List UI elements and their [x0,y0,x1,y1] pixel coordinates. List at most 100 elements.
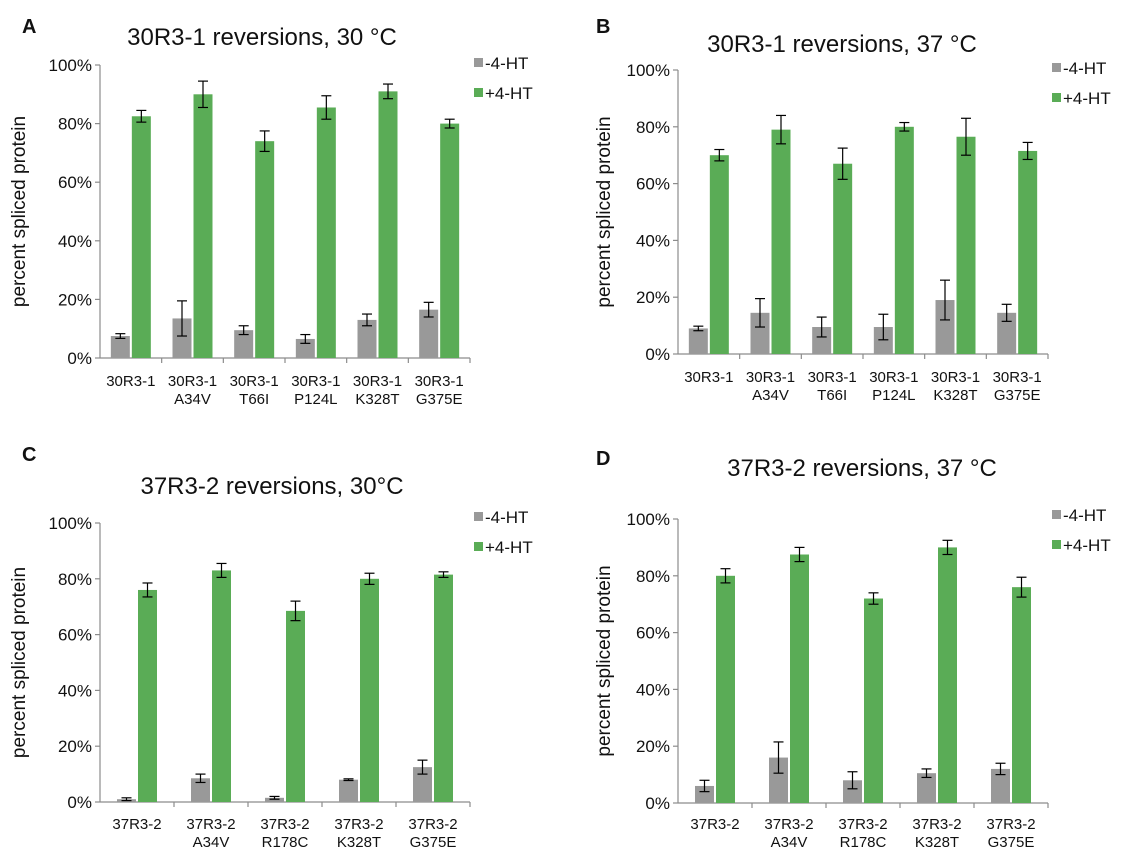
bar-plus-4ht [709,155,729,354]
bar-minus-4ht [769,757,788,803]
legend-swatch [1052,93,1061,102]
bar-plus-4ht [212,570,231,802]
bar-minus-4ht [750,312,770,354]
bar-plus-4ht [255,141,275,358]
x-tick-label: R178C [840,834,887,849]
bar-minus-4ht [935,300,955,354]
chart-panel-c: C 37R3-2 reversions, 30°C percent spliced … [9,444,533,849]
x-tick-label: 30R3-1 [684,369,733,386]
legend-label: +4-HT [1063,536,1111,555]
legend-swatch [474,542,483,551]
legend-label: -4-HT [1063,506,1106,525]
x-tick-label: K328T [355,391,399,408]
bar-minus-4ht [695,785,714,803]
bar-plus-4ht [771,129,791,354]
x-tick-label: 30R3-1 [291,373,340,390]
bar-minus-4ht [172,318,192,358]
x-tick-label: 30R3-1 [808,369,857,386]
bar-plus-4ht [316,107,336,358]
x-tick-label: 30R3-1 [746,369,795,386]
y-axis-label: percent spliced protein [594,565,615,756]
y-tick-label: 40% [636,680,670,699]
legend-label: -4-HT [485,54,528,73]
bar-minus-4ht [191,778,210,802]
bar-plus-4ht [138,589,157,802]
x-tick-label: A34V [193,834,230,849]
y-tick-label: 0% [67,793,92,812]
bar-plus-4ht [193,94,213,359]
y-tick-label: 40% [58,232,92,251]
x-tick-label: K328T [337,834,381,849]
bar-plus-4ht [286,610,305,802]
y-tick-label: 60% [58,173,92,192]
y-axis-label: percent spliced protein [9,567,30,758]
y-tick-label: 60% [58,626,92,645]
legend-label: +4-HT [485,538,533,557]
x-tick-label: 37R3-2 [764,816,813,833]
legend-swatch [474,88,483,97]
x-tick-label: T66I [239,391,269,408]
legend-swatch [1052,540,1061,549]
x-tick-label: P124L [872,387,915,404]
bar-plus-4ht [894,126,914,354]
x-tick-label: 37R3-2 [334,816,383,833]
y-tick-label: 20% [636,288,670,307]
bar-plus-4ht [434,574,453,802]
bar-plus-4ht [440,123,460,358]
bar-minus-4ht [110,336,130,358]
y-axis-label: percent spliced protein [9,116,30,307]
x-tick-label: 37R3-2 [838,816,887,833]
bar-plus-4ht [938,547,957,803]
x-tick-label: 37R3-2 [112,816,161,833]
bar-plus-4ht [956,136,976,354]
chart-panel-a: A 30R3-1 reversions, 30 °C percent spliced… [9,16,533,408]
x-tick-label: 37R3-2 [260,816,309,833]
x-tick-label: G375E [416,391,463,408]
x-tick-label: A34V [174,391,211,408]
bar-minus-4ht [419,309,439,358]
legend-label: +4-HT [485,84,533,103]
y-tick-label: 80% [58,570,92,589]
bar-minus-4ht [234,330,254,358]
chart-panel-b: B 30R3-1 reversions, 37 °C percent spliced… [594,16,1111,404]
y-tick-label: 20% [636,737,670,756]
x-tick-label: T66I [817,387,847,404]
chart-title: 37R3-2 reversions, 30°C [140,473,403,500]
bar-minus-4ht [688,328,708,354]
bar-plus-4ht [360,578,379,802]
panel-letter: D [596,448,610,470]
x-tick-label: G375E [994,387,1041,404]
y-tick-label: 60% [636,175,670,194]
y-tick-label: 40% [58,681,92,700]
x-tick-label: P124L [294,391,337,408]
y-tick-label: 80% [636,567,670,586]
x-tick-label: 37R3-2 [986,816,1035,833]
y-tick-label: 100% [627,61,670,80]
y-tick-label: 0% [67,349,92,368]
bar-minus-4ht [991,768,1010,803]
x-tick-label: A34V [771,834,808,849]
bar-minus-4ht [843,780,862,803]
x-tick-label: 37R3-2 [690,816,739,833]
x-tick-label: 30R3-1 [415,373,464,390]
panel-letter: B [596,16,610,38]
x-tick-label: G375E [410,834,457,849]
x-tick-label: 30R3-1 [230,373,279,390]
bar-plus-4ht [790,554,809,803]
bar-minus-4ht [265,797,284,802]
y-tick-label: 100% [627,510,670,529]
y-tick-label: 40% [636,231,670,250]
x-tick-label: 37R3-2 [186,816,235,833]
y-tick-label: 20% [58,290,92,309]
bar-plus-4ht [833,163,853,354]
y-tick-label: 100% [49,514,92,533]
chart-title: 37R3-2 reversions, 37 °C [727,455,997,482]
chart-title: 30R3-1 reversions, 30 °C [127,24,397,51]
legend-swatch [474,58,483,67]
bar-minus-4ht [997,312,1017,354]
x-tick-label: 37R3-2 [408,816,457,833]
legend-label: +4-HT [1063,89,1111,108]
bar-plus-4ht [1018,150,1038,354]
bar-plus-4ht [716,575,735,803]
